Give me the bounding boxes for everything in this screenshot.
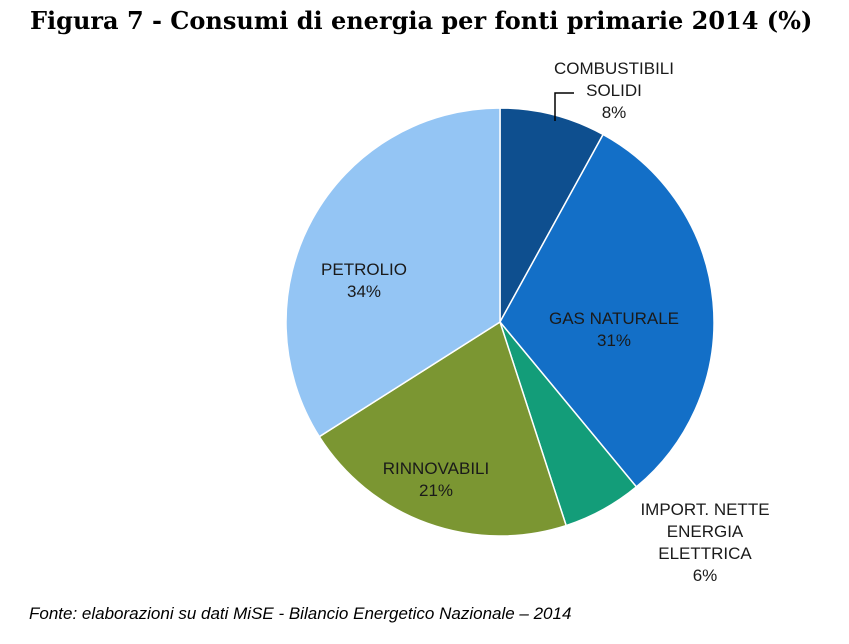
slice-name-label: GAS NATURALE bbox=[549, 309, 679, 328]
slice-label: RINNOVABILI 21% bbox=[383, 459, 489, 500]
leader-lines bbox=[554, 92, 574, 121]
pie-slice bbox=[285, 107, 501, 438]
slice-label: COMBUSTIBILI SOLIDI 8% bbox=[554, 59, 674, 122]
slice-name-label: ELETTRICA bbox=[658, 544, 752, 563]
pie-chart: COMBUSTIBILI SOLIDI 8% GAS NATURALE 31% IMPOR… bbox=[285, 59, 770, 585]
pie-slice bbox=[499, 133, 715, 488]
chart-source-note: Fonte: elaborazioni su dati MiSE - Bilan… bbox=[29, 604, 572, 623]
slice-value-label: 34% bbox=[347, 282, 381, 301]
slice-label: GAS NATURALE 31% bbox=[549, 309, 679, 350]
slice-labels: COMBUSTIBILI SOLIDI 8% GAS NATURALE 31% IMPOR… bbox=[321, 59, 770, 585]
slice-value-label: 6% bbox=[693, 566, 718, 585]
slice-name-label: ENERGIA bbox=[667, 522, 744, 541]
chart-title: Figura 7 - Consumi di energia per fonti … bbox=[30, 6, 813, 35]
pie-slice bbox=[318, 320, 568, 537]
pie-slices bbox=[285, 107, 715, 537]
slice-value-label: 31% bbox=[597, 331, 631, 350]
slice-name-label: RINNOVABILI bbox=[383, 459, 489, 478]
slice-label: IMPORT. NETTE ENERGIA ELETTRICA 6% bbox=[640, 500, 769, 585]
slice-name-label: PETROLIO bbox=[321, 260, 407, 279]
slice-value-label: 8% bbox=[602, 103, 627, 122]
slice-value-label: 21% bbox=[419, 481, 453, 500]
slice-name-label: SOLIDI bbox=[586, 81, 642, 100]
pie-slice bbox=[499, 107, 605, 323]
leader-line bbox=[554, 92, 574, 121]
slice-label: PETROLIO 34% bbox=[321, 260, 407, 301]
slice-name-label: COMBUSTIBILI bbox=[554, 59, 674, 78]
slice-name-label: IMPORT. NETTE bbox=[640, 500, 769, 519]
